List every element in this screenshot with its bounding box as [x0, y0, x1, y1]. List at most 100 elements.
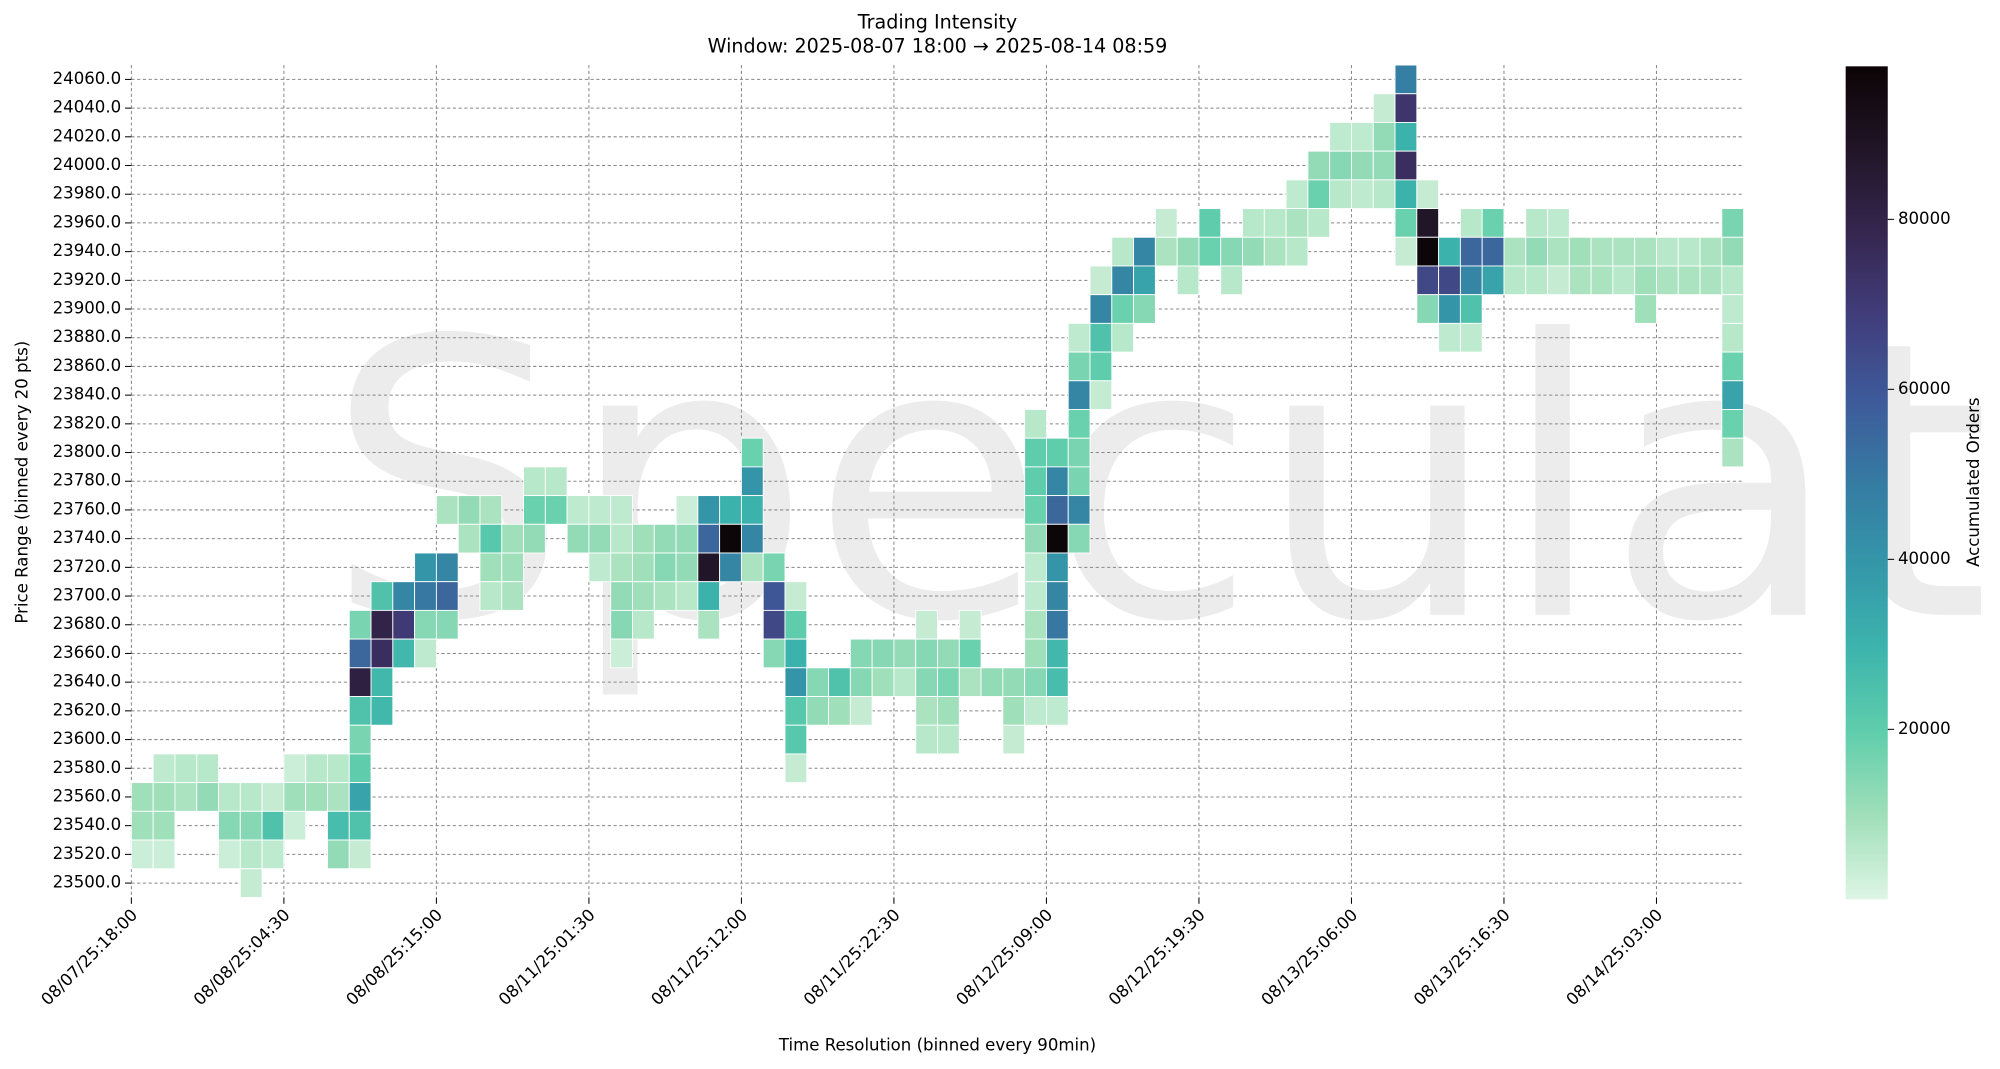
heat-cell	[1416, 265, 1440, 296]
heat-cell	[588, 552, 612, 583]
heat-cell	[1568, 236, 1592, 267]
heat-cell	[196, 782, 219, 812]
heat-cell	[740, 552, 764, 583]
heat-cell	[1045, 581, 1069, 611]
heat-cell	[1002, 724, 1026, 755]
heat-cell	[632, 552, 655, 583]
heat-cell	[1590, 265, 1614, 296]
heat-cell	[937, 696, 960, 726]
heat-cell	[610, 609, 633, 640]
heat-cell	[1024, 667, 1047, 697]
x-tick-label: 08/13/25:06:00	[1257, 905, 1361, 1009]
heat-cell	[1024, 696, 1047, 726]
y-tick-label: 23660.0	[53, 643, 122, 662]
heat-cell	[697, 552, 721, 583]
heat-cell	[1024, 552, 1047, 583]
heat-cell	[435, 609, 459, 640]
heat-cell	[1307, 179, 1331, 210]
heat-cell	[632, 523, 655, 554]
heat-cell	[1024, 466, 1047, 497]
colorbar-tick-label: 80000	[1898, 209, 1951, 228]
heat-cell	[1154, 208, 1178, 238]
heat-cell	[1525, 208, 1548, 238]
heat-cell	[152, 782, 176, 812]
heat-cell	[305, 753, 328, 784]
heat-cell	[1045, 437, 1069, 468]
heat-cell	[370, 696, 394, 726]
y-tick-label: 23820.0	[53, 413, 122, 432]
x-tick-label: 08/08/25:04:30	[190, 905, 294, 1009]
heat-cell	[1045, 466, 1069, 497]
heat-cell	[152, 810, 176, 841]
heat-cell	[414, 552, 437, 583]
heat-cell	[1721, 236, 1745, 267]
heat-cell	[675, 495, 699, 525]
heat-cell	[523, 523, 546, 554]
heat-cell	[348, 753, 372, 784]
y-tick-label: 23560.0	[53, 786, 122, 805]
y-tick-label: 23520.0	[53, 844, 122, 863]
heat-cell	[871, 667, 895, 697]
heat-cell	[435, 495, 459, 525]
heat-cell	[1677, 265, 1701, 296]
colorbar-tick-label: 40000	[1898, 549, 1951, 568]
heat-cell	[566, 523, 590, 554]
heat-cell	[610, 638, 633, 669]
heat-cell	[261, 782, 285, 812]
heat-cell	[392, 581, 416, 611]
heat-cell	[915, 724, 938, 755]
heat-cell	[130, 839, 154, 870]
heat-cell	[566, 495, 590, 525]
x-tick-label: 08/13/25:16:30	[1410, 905, 1514, 1009]
heat-cell	[392, 609, 416, 640]
heat-cell	[414, 581, 437, 611]
heat-cell	[1307, 150, 1331, 181]
heat-cell	[719, 552, 742, 583]
heat-cell	[675, 552, 699, 583]
y-tick-label: 23800.0	[53, 442, 122, 461]
heat-cell	[1612, 236, 1636, 267]
heat-cell	[327, 782, 350, 812]
heat-cell	[1024, 409, 1047, 439]
heat-cell	[348, 782, 372, 812]
heat-cell	[1067, 322, 1091, 353]
heat-cell	[1285, 208, 1309, 238]
heat-cell	[1285, 236, 1309, 267]
heat-cell	[762, 609, 786, 640]
heat-cell	[697, 609, 721, 640]
heat-cell	[958, 609, 982, 640]
heat-cell	[1656, 265, 1679, 296]
heat-cell	[1089, 294, 1113, 324]
heat-cell	[1721, 409, 1745, 439]
heat-cell	[218, 810, 241, 841]
x-tick-label: 08/11/25:12:00	[647, 905, 751, 1009]
heat-cell	[435, 581, 459, 611]
heat-cell	[457, 523, 481, 554]
heat-cell	[1394, 122, 1418, 152]
heat-cell	[1176, 236, 1200, 267]
heat-cell	[1634, 294, 1657, 324]
heat-cell	[1024, 437, 1047, 468]
heat-cell	[1721, 351, 1745, 382]
heat-cell	[174, 782, 198, 812]
y-tick-label: 23600.0	[53, 729, 122, 748]
y-tick-label: 23500.0	[53, 873, 122, 892]
heat-cell	[588, 495, 612, 525]
heat-cell	[697, 581, 721, 611]
heat-cell	[1351, 179, 1374, 210]
heat-cell	[1133, 294, 1156, 324]
heat-cell	[740, 523, 764, 554]
heat-cell	[740, 466, 764, 497]
heat-cell	[1481, 236, 1505, 267]
x-tick-label: 08/08/25:15:00	[342, 905, 446, 1009]
heat-cell	[980, 667, 1004, 697]
colorbar	[1845, 66, 1888, 900]
heat-cell	[893, 638, 917, 669]
heat-cell	[152, 753, 176, 784]
y-tick-label: 23780.0	[53, 471, 122, 490]
y-tick-label: 24040.0	[53, 98, 122, 117]
colorbar-label: Accumulated Orders	[1964, 397, 1983, 566]
watermark: Speculator	[325, 261, 2000, 706]
heat-cell	[239, 868, 263, 898]
heat-cell	[1438, 322, 1461, 353]
